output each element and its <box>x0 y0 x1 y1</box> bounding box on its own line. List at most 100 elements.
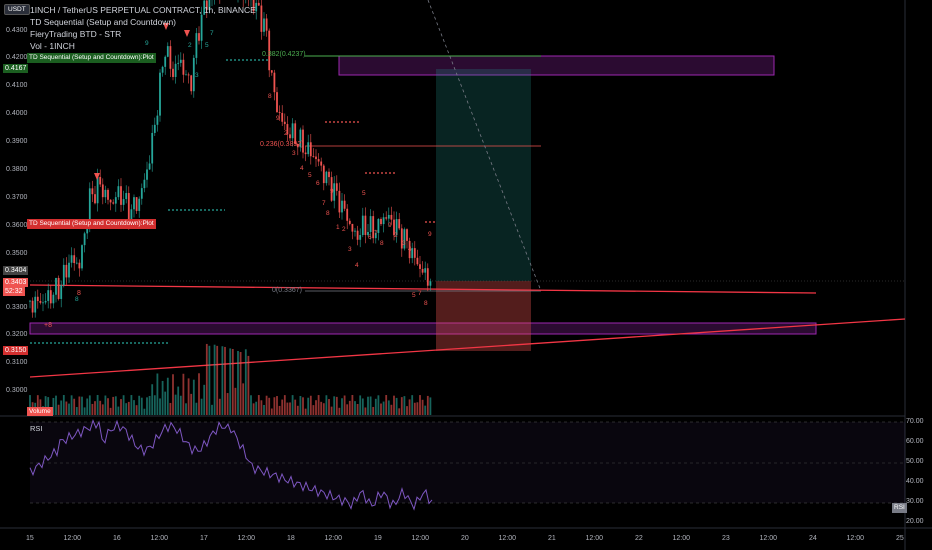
candle-body[interactable] <box>203 0 206 15</box>
candle-body[interactable] <box>348 220 351 224</box>
candle-body[interactable] <box>49 290 52 304</box>
candle-body[interactable] <box>55 277 57 295</box>
candle-body[interactable] <box>195 33 198 58</box>
candle-body[interactable] <box>65 264 68 278</box>
candle-body[interactable] <box>107 189 109 200</box>
candle-body[interactable] <box>169 46 172 69</box>
candle-body[interactable] <box>268 30 271 71</box>
candle-body[interactable] <box>109 199 112 203</box>
candle-body[interactable] <box>205 0 208 10</box>
candle-body[interactable] <box>78 262 81 269</box>
indicator-fierytrading[interactable]: FieryTrading BTD - STR <box>30 29 122 39</box>
candle-body[interactable] <box>192 57 195 92</box>
candle-body[interactable] <box>57 277 60 299</box>
candle-body[interactable] <box>125 193 128 200</box>
support-zone[interactable] <box>29 322 817 335</box>
candle-body[interactable] <box>29 300 31 302</box>
position-profit-zone[interactable] <box>436 69 531 281</box>
candle-body[interactable] <box>289 134 291 139</box>
support-trendline[interactable] <box>29 318 906 378</box>
candle-body[interactable] <box>156 115 159 125</box>
candle-body[interactable] <box>60 285 63 299</box>
candle-body[interactable] <box>296 143 299 148</box>
candle-body[interactable] <box>354 230 356 232</box>
candle-body[interactable] <box>281 112 284 122</box>
candle-body[interactable] <box>114 197 117 204</box>
candle-body[interactable] <box>257 2 260 6</box>
candle-body[interactable] <box>278 112 281 113</box>
candle-body[interactable] <box>151 132 154 164</box>
candle-body[interactable] <box>390 214 393 220</box>
candle-body[interactable] <box>47 290 50 301</box>
candle-body[interactable] <box>255 2 258 12</box>
candle-body[interactable] <box>382 217 385 225</box>
candle-body[interactable] <box>177 62 180 64</box>
candle-body[interactable] <box>200 14 203 41</box>
candle-body[interactable] <box>393 219 395 236</box>
candle-body[interactable] <box>294 123 297 144</box>
candle-body[interactable] <box>185 74 187 76</box>
candle-body[interactable] <box>68 262 70 278</box>
resistance-trendline[interactable] <box>29 284 817 294</box>
candle-body[interactable] <box>75 262 78 264</box>
candle-body[interactable] <box>161 66 164 73</box>
candle-body[interactable] <box>421 268 424 273</box>
candle-body[interactable] <box>164 56 167 67</box>
candle-body[interactable] <box>408 240 411 259</box>
candle-body[interactable] <box>372 216 375 239</box>
candle-body[interactable] <box>96 176 99 204</box>
candle-body[interactable] <box>400 228 403 249</box>
candle-body[interactable] <box>166 46 169 57</box>
candle-body[interactable] <box>312 156 315 158</box>
candle-body[interactable] <box>44 300 47 303</box>
resistance-zone[interactable] <box>338 55 775 76</box>
candle-body[interactable] <box>91 188 94 195</box>
candle-body[interactable] <box>374 232 377 239</box>
candle-body[interactable] <box>153 124 156 133</box>
indicator-td-sequential[interactable]: TD Sequential (Setup and Countdown) <box>30 17 177 27</box>
candle-body[interactable] <box>341 200 343 213</box>
candle-body[interactable] <box>36 296 39 302</box>
candle-body[interactable] <box>403 229 406 249</box>
candle-body[interactable] <box>351 223 354 232</box>
candle-body[interactable] <box>70 255 73 263</box>
candle-body[interactable] <box>333 183 336 201</box>
candle-body[interactable] <box>265 18 268 31</box>
candle-body[interactable] <box>148 163 151 170</box>
candle-body[interactable] <box>424 268 427 273</box>
position-loss-zone[interactable] <box>436 281 531 351</box>
candle-body[interactable] <box>359 235 362 240</box>
candle-body[interactable] <box>81 245 83 269</box>
candle-body[interactable] <box>416 257 419 265</box>
candle-body[interactable] <box>325 171 328 184</box>
candle-body[interactable] <box>406 229 408 241</box>
candle-body[interactable] <box>364 215 367 235</box>
candle-body[interactable] <box>122 199 125 205</box>
indicator-volume[interactable]: Vol - 1INCH <box>30 41 75 51</box>
candle-body[interactable] <box>291 123 294 139</box>
rsi-line[interactable] <box>29 418 433 511</box>
candle-body[interactable] <box>88 188 91 228</box>
candle-body[interactable] <box>135 197 138 211</box>
currency-badge[interactable]: USDT <box>4 4 30 15</box>
candle-body[interactable] <box>309 142 312 157</box>
candle-body[interactable] <box>322 165 325 184</box>
candle-body[interactable] <box>159 72 161 116</box>
candle-body[interactable] <box>99 176 102 185</box>
candle-body[interactable] <box>252 0 255 12</box>
candle-body[interactable] <box>182 59 185 75</box>
candle-body[interactable] <box>328 171 330 178</box>
candle-body[interactable] <box>172 68 174 77</box>
candle-body[interactable] <box>387 214 390 219</box>
candle-body[interactable] <box>338 190 341 213</box>
candle-body[interactable] <box>273 72 276 93</box>
candle-body[interactable] <box>62 264 65 286</box>
candle-body[interactable] <box>260 5 263 32</box>
candle-body[interactable] <box>299 129 302 148</box>
candle-body[interactable] <box>385 217 388 219</box>
candle-body[interactable] <box>174 63 177 77</box>
candle-body[interactable] <box>130 209 133 222</box>
candle-body[interactable] <box>346 208 349 221</box>
candle-body[interactable] <box>270 70 273 73</box>
candle-body[interactable] <box>42 302 44 304</box>
